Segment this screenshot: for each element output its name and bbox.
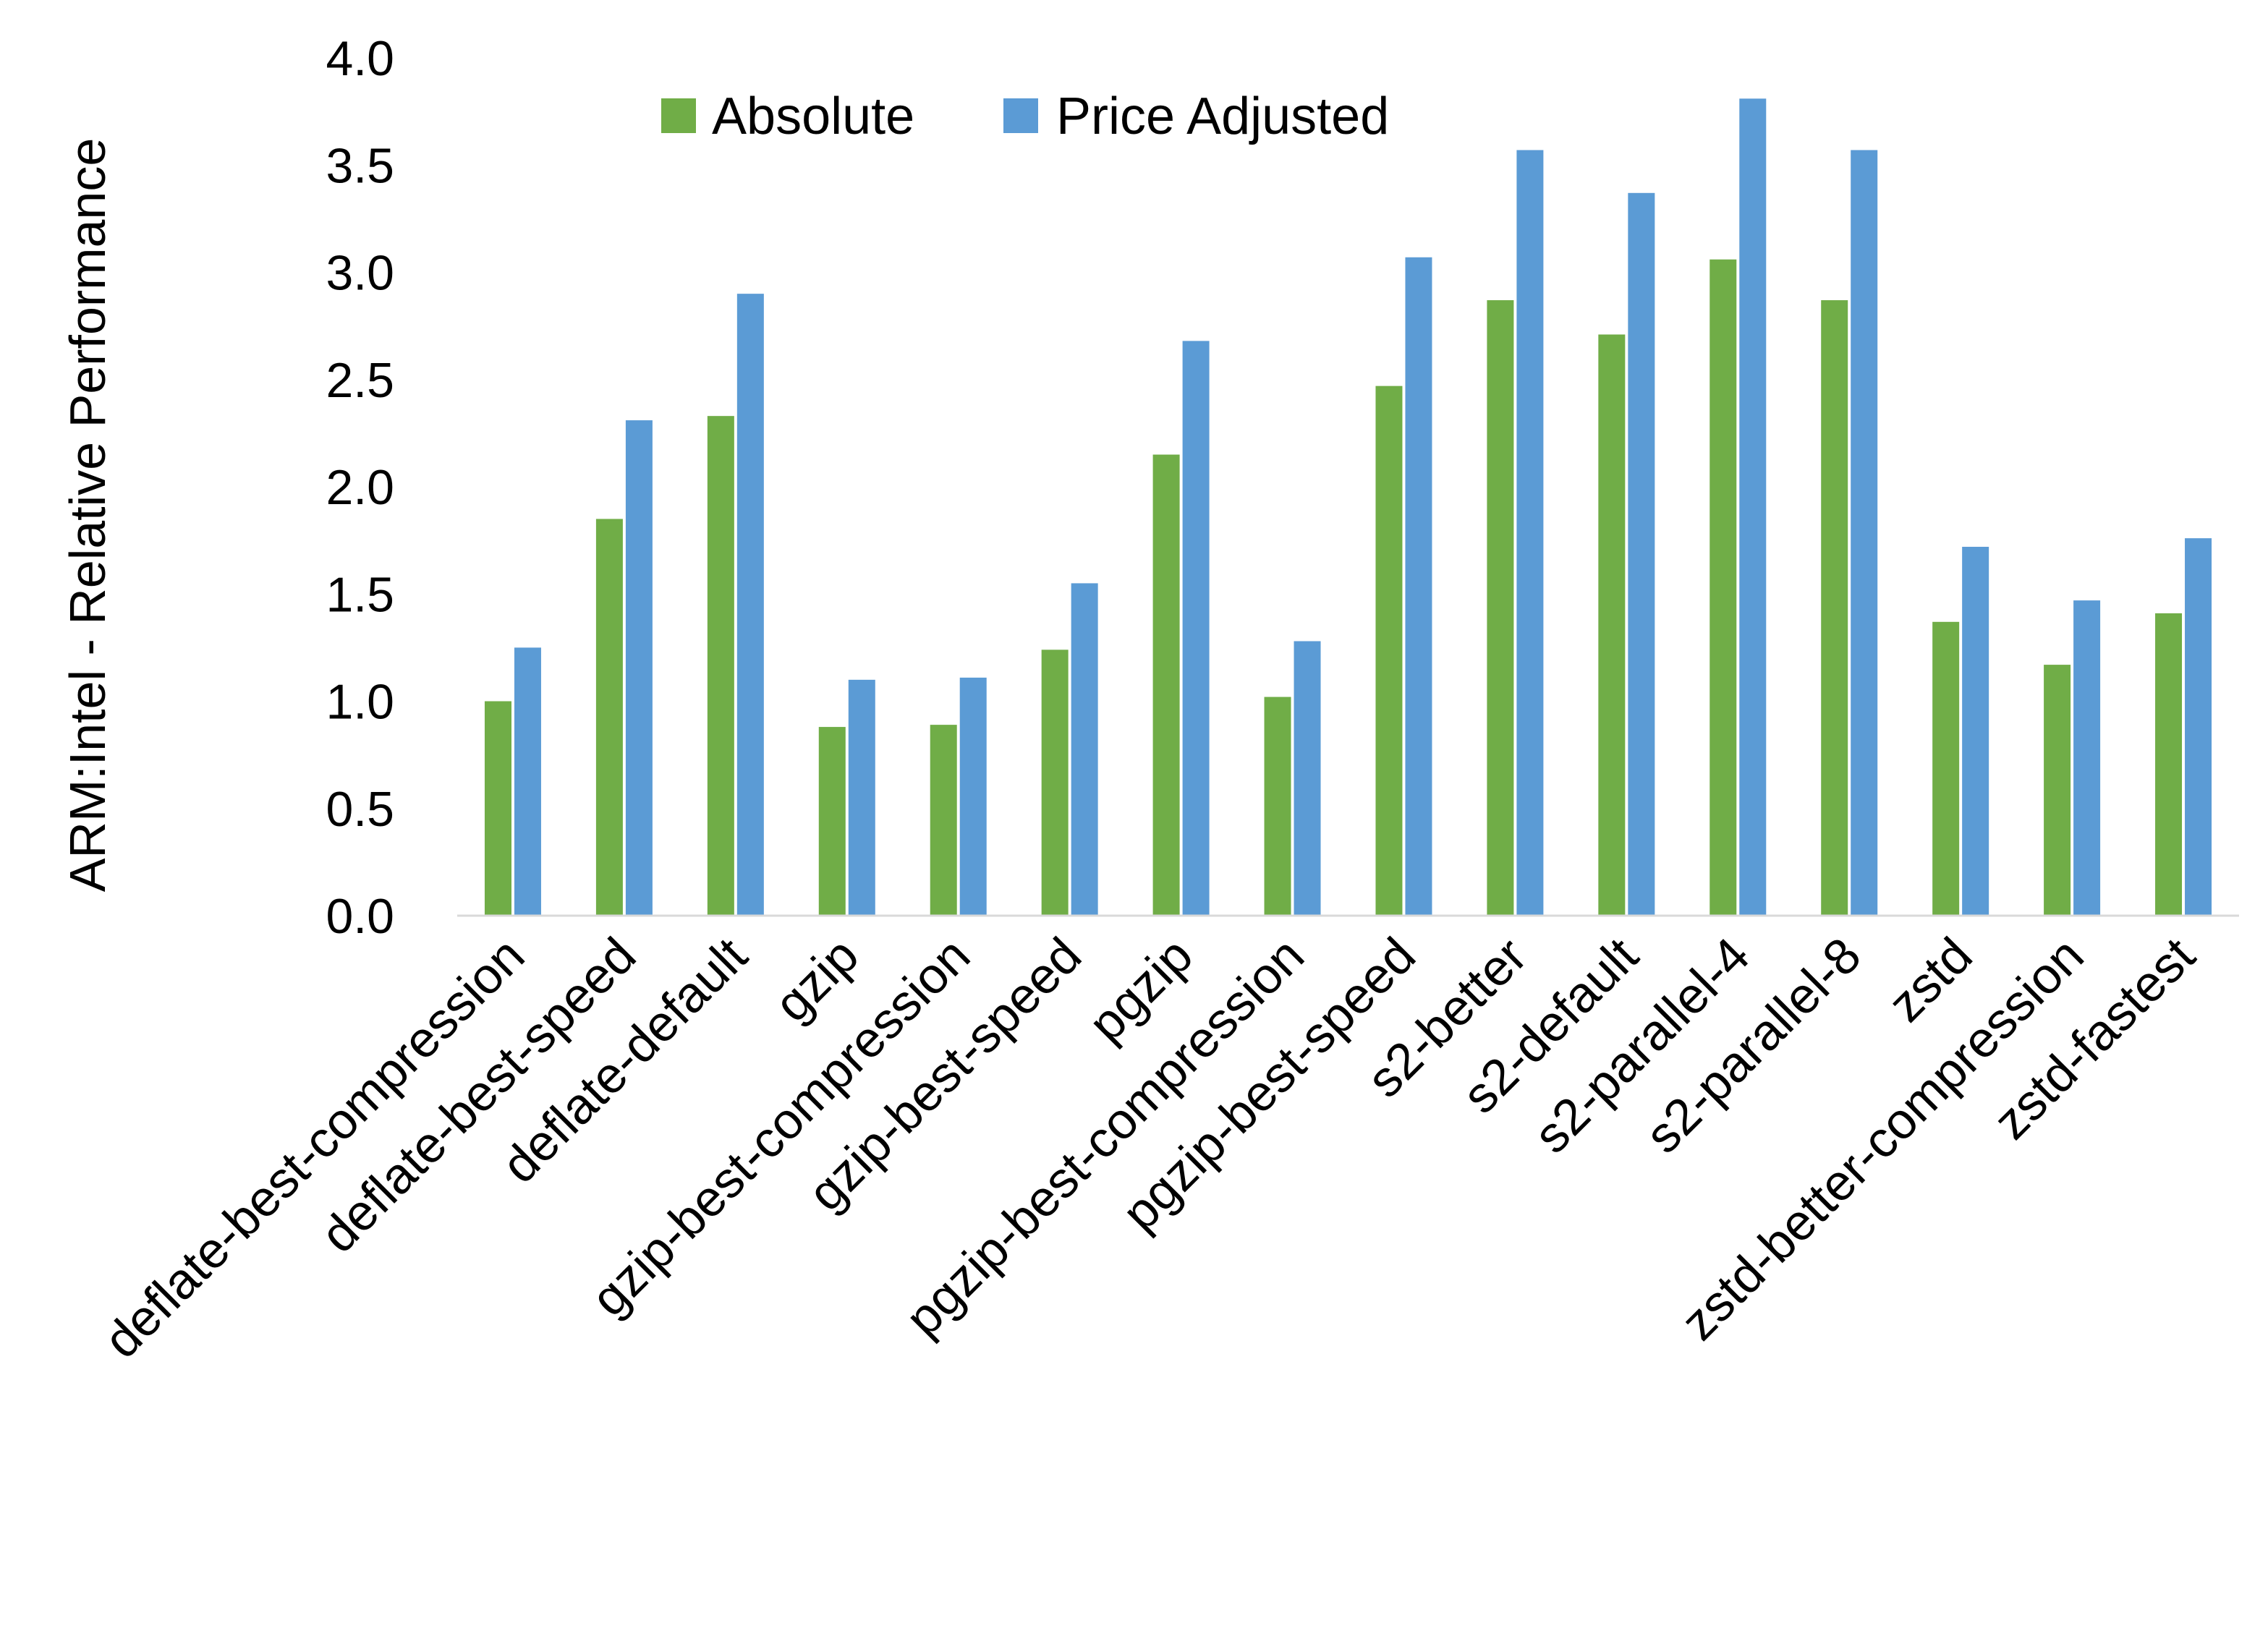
bar-price-adjusted-gzip-best-compression — [959, 677, 987, 916]
y-tick-label: 1.0 — [326, 675, 394, 730]
bar-price-adjusted-deflate-best-compression — [514, 647, 541, 916]
bar-price-adjusted-deflate-best-speed — [625, 420, 653, 916]
bar-price-adjusted-zstd-better-compression — [2073, 600, 2101, 916]
bar-price-adjusted-gzip-best-speed — [1071, 583, 1098, 916]
legend-swatch-price-adjusted — [1003, 98, 1038, 133]
bar-price-adjusted-gzip — [848, 679, 875, 916]
y-tick-label: 2.0 — [326, 460, 394, 515]
legend: Absolute Price Adjusted — [661, 88, 1389, 145]
bar-price-adjusted-zstd-fastest — [2185, 538, 2212, 916]
bar-price-adjusted-pgzip — [1182, 341, 1210, 916]
legend-swatch-absolute — [661, 98, 696, 133]
bar-price-adjusted-s2-default — [1628, 192, 1655, 916]
bar-absolute-s2-default — [1598, 334, 1626, 916]
bar-price-adjusted-pgzip-best-speed — [1405, 257, 1432, 916]
bar-absolute-zstd — [1932, 621, 1960, 916]
bar-price-adjusted-s2-better — [1516, 150, 1544, 916]
bar-absolute-pgzip-best-compression — [1264, 697, 1291, 916]
bar-price-adjusted-s2-parallel-8 — [1851, 150, 1878, 916]
y-axis-label: ARM:Intel - Relative Performance — [59, 138, 116, 893]
bar-absolute-s2-better — [1487, 300, 1514, 916]
bar-price-adjusted-deflate-default — [736, 294, 764, 916]
y-tick-label: 2.5 — [326, 353, 394, 408]
bar-absolute-s2-parallel-8 — [1821, 300, 1848, 916]
y-tick-label: 3.5 — [326, 138, 394, 193]
y-tick-label: 4.0 — [326, 31, 394, 86]
bar-absolute-pgzip — [1152, 454, 1180, 916]
bar-absolute-gzip-best-speed — [1041, 649, 1069, 916]
y-tick-label: 0.0 — [326, 889, 394, 944]
bar-absolute-gzip — [818, 727, 846, 916]
bar-absolute-pgzip-best-speed — [1375, 386, 1403, 916]
bar-price-adjusted-s2-parallel-4 — [1739, 98, 1767, 916]
x-category-label: deflate-best-compression — [93, 927, 535, 1368]
legend-label-price-adjusted: Price Adjusted — [1056, 88, 1389, 145]
bar-absolute-deflate-default — [707, 416, 734, 916]
bar-absolute-s2-parallel-4 — [1710, 259, 1737, 916]
y-tick-label: 3.0 — [326, 246, 394, 301]
bar-absolute-zstd-fastest — [2155, 613, 2183, 916]
y-tick-label: 0.5 — [326, 782, 394, 837]
bar-absolute-zstd-better-compression — [2044, 665, 2071, 916]
bar-price-adjusted-zstd — [1962, 547, 1989, 916]
legend-label-absolute: Absolute — [712, 88, 914, 145]
bar-absolute-gzip-best-compression — [930, 725, 957, 916]
bar-price-adjusted-pgzip-best-compression — [1294, 641, 1321, 916]
y-tick-label: 1.5 — [326, 567, 394, 622]
bar-absolute-deflate-best-compression — [484, 701, 511, 916]
bar-absolute-deflate-best-speed — [595, 519, 623, 916]
